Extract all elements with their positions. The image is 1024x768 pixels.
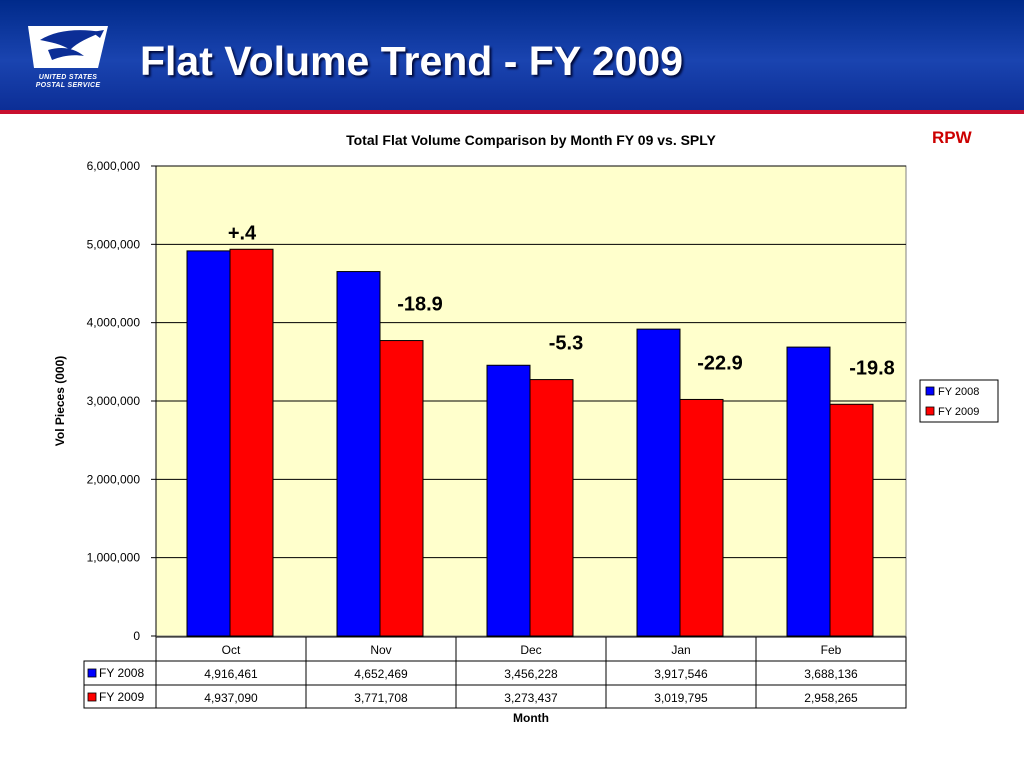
x-tick-label: Jan	[671, 643, 690, 657]
y-tick-label: 4,000,000	[87, 316, 141, 330]
table-row-label-fy2009: FY 2009	[99, 690, 144, 704]
legend-label-fy2008: FY 2008	[938, 386, 979, 398]
bar-fy2009-jan	[679, 398, 724, 637]
table-cell-fy2009: 3,771,708	[354, 691, 408, 705]
bar-fy2008-nov	[336, 271, 381, 637]
change-annotation-nov: -18.9	[397, 294, 443, 316]
x-tick-label: Dec	[520, 643, 541, 657]
table-cell-fy2008: 4,916,461	[204, 667, 258, 681]
banner-rule	[0, 110, 1024, 114]
x-tick-label: Nov	[370, 643, 391, 657]
y-tick-label: 1,000,000	[87, 551, 141, 565]
y-axis-label: Vol Pieces (000)	[53, 356, 67, 447]
bar-fy2009-feb	[829, 403, 874, 637]
table-cell-fy2009: 2,958,265	[804, 691, 858, 705]
bar-fy2009-nov	[379, 340, 424, 637]
legend-key-fy2009	[925, 406, 935, 416]
bar-fy2009-oct	[229, 248, 274, 637]
legend-label-fy2009: FY 2009	[938, 406, 979, 418]
y-tick-label: 2,000,000	[87, 472, 141, 486]
y-tick-label: 6,000,000	[87, 159, 141, 173]
chart-title: Total Flat Volume Comparison by Month FY…	[346, 132, 716, 148]
logo-text: UNITED STATES POSTAL SERVICE	[35, 74, 101, 89]
bar-fy2008-dec	[486, 364, 531, 637]
bar-fy2008-jan	[636, 328, 681, 637]
rpw-label: RPW	[932, 128, 972, 147]
slide-title: Flat Volume Trend - FY 2009	[140, 38, 684, 84]
table-cell-fy2009: 3,019,795	[654, 691, 708, 705]
usps-eagle-logo	[28, 26, 108, 68]
y-tick-label: 5,000,000	[87, 237, 141, 251]
bar-fy2008-feb	[786, 346, 831, 637]
x-tick-label: Oct	[222, 643, 241, 657]
title-banner: UNITED STATES POSTAL SERVICE Flat Volume…	[0, 0, 1024, 110]
table-cell-fy2008: 4,652,469	[354, 667, 408, 681]
change-annotation-feb: -19.8	[849, 357, 895, 379]
change-annotation-dec: -5.3	[549, 333, 583, 355]
table-row-label-fy2008: FY 2008	[99, 666, 144, 680]
change-annotation-jan: -22.9	[697, 352, 743, 374]
table-cell-fy2009: 4,937,090	[204, 691, 258, 705]
change-annotation-oct: +.4	[228, 222, 257, 244]
legend-key-fy2008	[925, 386, 935, 396]
x-tick-label: Feb	[821, 643, 842, 657]
table-cell-fy2008: 3,688,136	[804, 667, 858, 681]
bar-fy2008-oct	[186, 250, 231, 637]
y-tick-label: 0	[133, 629, 140, 643]
x-axis-label: Month	[513, 711, 549, 725]
table-cell-fy2009: 3,273,437	[504, 691, 558, 705]
table-cell-fy2008: 3,917,546	[654, 667, 708, 681]
y-tick-label: 3,000,000	[87, 394, 141, 408]
table-cell-fy2008: 3,456,228	[504, 667, 558, 681]
table-legend-key-fy2008	[87, 668, 97, 678]
table-legend-key-fy2009	[87, 692, 97, 702]
bar-fy2009-dec	[529, 379, 574, 637]
